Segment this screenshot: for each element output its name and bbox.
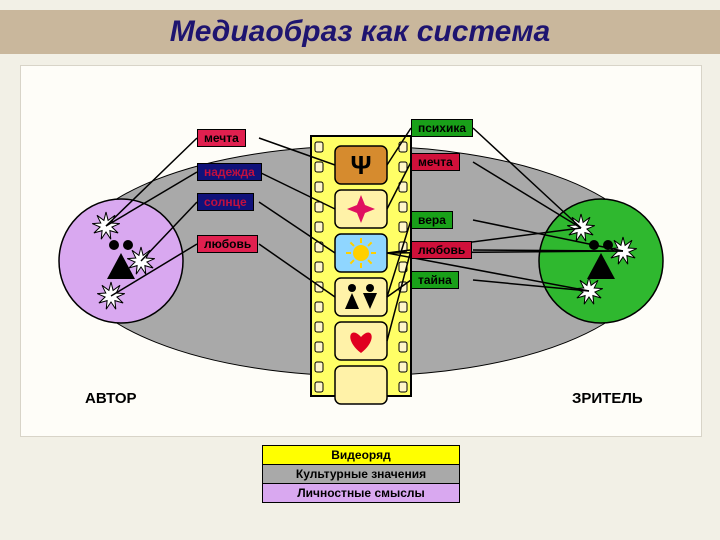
- psi-icon: Ψ: [350, 150, 371, 180]
- tag-mechta2: мечта: [411, 153, 460, 171]
- sun-icon: [353, 245, 369, 261]
- tag-vera: вера: [411, 211, 453, 229]
- film-frame-blank: [335, 366, 387, 404]
- sprocket-hole: [399, 302, 407, 312]
- sprocket-hole: [399, 342, 407, 352]
- viewer-label: ЗРИТЕЛЬ: [572, 390, 643, 407]
- sprocket-hole: [315, 322, 323, 332]
- person-icon: [366, 284, 374, 292]
- legend-cultural: Культурные значения: [263, 465, 459, 484]
- sprocket-hole: [315, 362, 323, 372]
- title-bar: Медиаобраз как система: [0, 10, 720, 54]
- film-frame-people: [335, 278, 387, 316]
- author-label: АВТОР: [85, 390, 137, 407]
- tag-psikhika: психика: [411, 119, 473, 137]
- sprocket-hole: [399, 162, 407, 172]
- sprocket-hole: [315, 222, 323, 232]
- tag-mechta: мечта: [197, 129, 246, 147]
- sprocket-hole: [315, 342, 323, 352]
- sprocket-hole: [315, 182, 323, 192]
- sprocket-hole: [399, 362, 407, 372]
- sprocket-hole: [315, 142, 323, 152]
- sprocket-hole: [315, 302, 323, 312]
- legend: Видеоряд Культурные значения Личностные …: [262, 445, 460, 503]
- person-head-icon: [109, 240, 119, 250]
- tag-tayna: тайна: [411, 271, 459, 289]
- sprocket-hole: [399, 222, 407, 232]
- sprocket-hole: [399, 202, 407, 212]
- tag-lyubov2: любовь: [411, 241, 472, 259]
- tag-lyubov: любовь: [197, 235, 258, 253]
- tag-nadezhda: надежда: [197, 163, 262, 181]
- legend-videoryad: Видеоряд: [263, 446, 459, 465]
- tag-solntse: солнце: [197, 193, 254, 211]
- sprocket-hole: [315, 162, 323, 172]
- diagram-stage: Ψ мечта надежда солнце любовь психика мечта ве…: [20, 65, 702, 437]
- sprocket-hole: [315, 262, 323, 272]
- person-head-icon: [123, 240, 133, 250]
- sprocket-hole: [399, 322, 407, 332]
- legend-personal: Личностные смыслы: [263, 484, 459, 502]
- diagram-svg: Ψ: [21, 66, 701, 436]
- sprocket-hole: [315, 202, 323, 212]
- sprocket-hole: [315, 382, 323, 392]
- page-title: Медиаобраз как система: [170, 15, 550, 49]
- person-icon: [348, 284, 356, 292]
- sprocket-hole: [399, 382, 407, 392]
